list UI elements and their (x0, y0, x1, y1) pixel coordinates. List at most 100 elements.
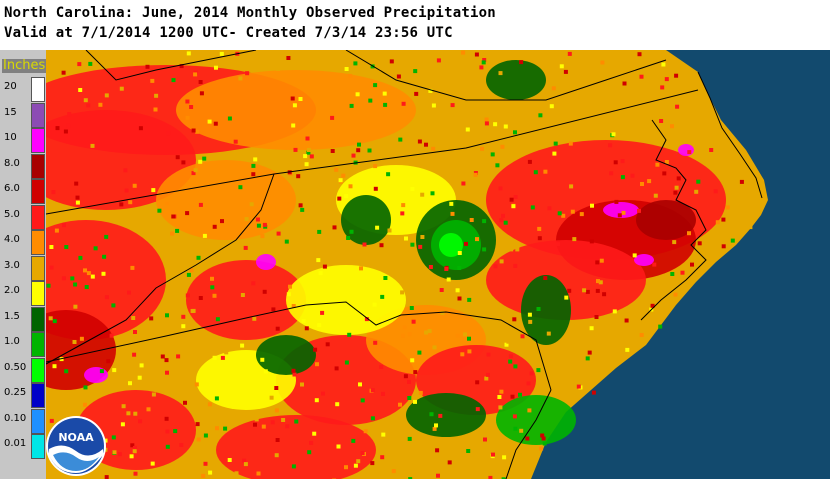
precip-speckle-cell (730, 238, 735, 243)
precip-speckle-cell (519, 428, 524, 433)
precip-speckle-cell (150, 461, 155, 466)
va-inner-line (345, 50, 667, 101)
precip-speckle-cell (157, 208, 162, 213)
precip-speckle-cell (450, 211, 455, 216)
precip-speckle-cell (360, 398, 365, 403)
precip-speckle-cell (104, 93, 109, 98)
precip-speckle-cell (80, 394, 85, 399)
precip-speckle-cell (243, 245, 248, 250)
precip-speckle-cell (448, 51, 453, 56)
precip-speckle-cell (467, 297, 472, 302)
precip-speckle-cell (257, 171, 262, 176)
legend-item: 0.25 (0, 382, 46, 408)
precip-speckle-cell (672, 240, 677, 245)
precip-speckle-cell (413, 69, 418, 74)
precip-speckle-cell (647, 179, 652, 184)
precip-speckle-cell (428, 265, 433, 269)
precip-speckle-cell (450, 103, 455, 108)
precip-speckle-cell (90, 143, 95, 148)
precip-speckle-cell (637, 52, 642, 57)
precip-speckle-cell (312, 431, 317, 436)
precip-speckle-cell (78, 255, 83, 260)
precip-speckle-cell (673, 190, 678, 195)
precip-speckle-cell (320, 310, 325, 315)
legend-label: 4.0 (4, 234, 20, 245)
precip-speckle-cell (564, 295, 569, 300)
precip-speckle-cell (238, 76, 243, 81)
precipitation-map[interactable] (46, 50, 830, 479)
precip-speckle-cell (104, 234, 109, 239)
precip-speckle-cell (103, 58, 108, 63)
precip-speckle-cell (166, 131, 171, 136)
precip-speckle-cell (175, 228, 180, 233)
precip-speckle-cell (300, 382, 304, 387)
precip-speckle-cell (640, 182, 644, 186)
precip-speckle-cell (382, 91, 387, 96)
precip-speckle-cell (305, 136, 310, 141)
precip-speckle-cell (83, 98, 88, 103)
precip-speckle-cell (467, 336, 471, 341)
precip-speckle-cell (251, 151, 256, 156)
precip-speckle-cell (270, 420, 275, 425)
precip-speckle-cell (109, 333, 114, 338)
precip-speckle-cell (83, 385, 88, 390)
precip-speckle-cell (398, 137, 403, 142)
precip-speckle-cell (499, 389, 504, 394)
precip-speckle-cell (509, 247, 514, 252)
precip-speckle-cell (543, 276, 548, 280)
precip-speckle-cell (670, 272, 675, 276)
precip-speckle-cell (128, 200, 133, 205)
precip-speckle-cell (249, 202, 254, 207)
precip-speckle-cell (570, 209, 575, 214)
precip-speckle-cell (274, 453, 279, 458)
precip-speckle-cell (195, 129, 200, 134)
legend-item: 8.0 (0, 153, 46, 179)
precip-speckle-cell (576, 384, 581, 389)
precip-speckle-cell (503, 220, 508, 225)
precip-speckle-cell (407, 332, 412, 337)
precip-speckle-cell (569, 184, 574, 189)
precip-speckle-cell (664, 77, 669, 82)
precip-speckle-cell (203, 433, 208, 438)
precip-speckle-cell (294, 419, 299, 424)
precip-speckle-cell (274, 386, 279, 390)
precip-speckle-cell (721, 244, 726, 249)
precip-speckle-cell (523, 449, 528, 454)
precip-speckle-cell (512, 317, 517, 322)
precip-speckle-cell (498, 71, 503, 76)
precip-speckle-cell (52, 364, 57, 369)
precip-speckle-cell (132, 215, 137, 220)
precip-speckle-cell (269, 395, 274, 400)
precip-speckle-cell (313, 347, 318, 352)
precip-speckle-cell (349, 229, 354, 234)
precip-speckle-cell (739, 179, 744, 184)
precip-speckle-cell (491, 452, 495, 457)
precip-speckle-cell (306, 150, 311, 155)
precip-speckle-cell (674, 73, 679, 78)
precip-speckle-cell (630, 173, 635, 178)
precip-speckle-cell (133, 411, 138, 416)
precip-speckle-cell (128, 381, 132, 386)
precip-speckle-cell (207, 119, 212, 124)
precip-speckle-cell (175, 155, 180, 160)
sc-ga-line (505, 389, 552, 479)
legend-swatch (31, 102, 45, 128)
legend-item: 1.0 (0, 331, 46, 357)
precip-speckle-cell (362, 242, 367, 247)
precip-speckle-cell (659, 119, 664, 123)
precip-speckle-cell (165, 370, 169, 375)
precip-speckle-cell (318, 271, 323, 276)
precip-speckle-cell (133, 471, 138, 476)
precip-speckle-cell (263, 369, 268, 374)
precip-speckle-cell (383, 276, 388, 280)
precip-speckle-cell (106, 359, 111, 364)
precip-speckle-cell (285, 424, 290, 429)
precip-speckle-cell (207, 402, 212, 407)
precip-speckle-cell (344, 360, 349, 365)
precip-speckle-cell (379, 243, 384, 248)
precip-speckle-cell (292, 372, 297, 377)
precip-speckle-cell (622, 81, 627, 86)
precip-speckle-cell (104, 475, 109, 479)
precip-speckle-cell (539, 446, 544, 451)
precip-speckle-cell (725, 205, 730, 210)
